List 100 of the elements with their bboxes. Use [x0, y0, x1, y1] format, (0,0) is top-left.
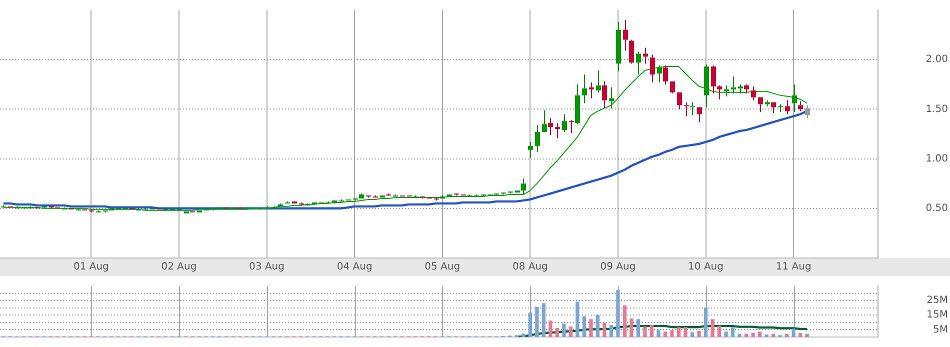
bar — [730, 327, 735, 337]
candlestick — [684, 102, 689, 117]
x-tick-label: 09 Aug — [600, 262, 636, 273]
candlestick — [42, 206, 47, 209]
candlestick — [724, 84, 729, 97]
bar — [602, 322, 606, 337]
bar — [576, 302, 580, 337]
candlestick — [785, 100, 790, 115]
candlestick — [771, 102, 776, 114]
x-tick-label: 05 Aug — [424, 262, 460, 273]
candlestick — [596, 70, 601, 93]
bar — [568, 326, 573, 337]
bar — [704, 308, 708, 337]
candlestick — [245, 206, 250, 210]
bar — [697, 330, 701, 337]
x-tick-label: 08 Aug — [512, 262, 548, 273]
bar — [792, 328, 796, 337]
bar — [522, 333, 526, 337]
candlestick — [677, 92, 682, 110]
candlestick — [501, 192, 506, 196]
candlestick — [636, 51, 641, 75]
candlestick — [616, 21, 621, 72]
candlestick — [163, 208, 168, 210]
y-tick-label: 5M — [933, 324, 948, 336]
bar — [596, 314, 600, 337]
candlestick — [569, 120, 574, 134]
bar — [622, 305, 627, 337]
candlestick — [609, 86, 614, 109]
y-tick-label: 1.00 — [926, 153, 948, 164]
candlestick — [744, 84, 749, 94]
candlestick — [278, 202, 283, 206]
y-tick-label: 2.00 — [926, 54, 948, 66]
x-tick-label: 11 Aug — [776, 262, 812, 273]
candlestick — [535, 124, 540, 152]
bar — [636, 319, 640, 337]
bar — [690, 332, 694, 337]
bar — [710, 319, 714, 337]
candlestick — [521, 178, 526, 196]
bar — [798, 333, 802, 337]
candlestick — [704, 64, 709, 108]
candlestick — [548, 118, 553, 136]
bar — [528, 312, 532, 337]
candlestick — [528, 141, 533, 158]
bar — [663, 332, 668, 337]
bar — [630, 318, 634, 337]
y-tick-label: 0.50 — [926, 202, 948, 214]
candlestick — [602, 80, 607, 109]
bar — [751, 333, 755, 337]
candlestick — [792, 84, 797, 113]
candlestick — [738, 84, 743, 94]
x-tick-label: 04 Aug — [336, 262, 372, 273]
candlestick — [555, 122, 560, 138]
candlestick — [751, 86, 756, 101]
bar — [676, 327, 681, 337]
candlestick — [731, 76, 736, 94]
candlestick — [434, 196, 439, 201]
x-tick-label: 03 Aug — [249, 262, 284, 273]
candlestick — [670, 81, 675, 94]
candlestick — [650, 54, 655, 83]
candlestick — [758, 97, 763, 113]
candlestick — [386, 193, 391, 196]
bar — [555, 328, 560, 337]
candlestick — [285, 200, 290, 204]
candlestick — [562, 114, 567, 133]
candlestick — [643, 47, 648, 64]
candlestick — [582, 74, 587, 104]
candlestick — [494, 194, 499, 196]
candlestick — [103, 210, 108, 213]
candlestick — [353, 198, 358, 201]
x-tick-label: 10 Aug — [688, 262, 724, 273]
candlestick — [663, 65, 668, 85]
candlestick — [798, 100, 803, 112]
candlestick — [717, 84, 722, 100]
candlestick — [1, 204, 6, 208]
bar — [535, 306, 539, 337]
x-tick-label: 02 Aug — [161, 262, 197, 273]
candlestick — [143, 208, 148, 210]
bar — [616, 290, 620, 337]
bar — [589, 319, 593, 337]
candlestick — [657, 65, 662, 83]
candlestick — [49, 206, 54, 209]
candlestick — [359, 193, 364, 198]
candlestick — [542, 110, 547, 132]
candlestick — [589, 82, 594, 99]
bar — [562, 324, 566, 337]
bar — [670, 330, 674, 337]
bar — [542, 303, 546, 337]
bar — [684, 327, 688, 337]
bar — [643, 326, 647, 337]
bar — [764, 334, 768, 337]
y-tick-label: 1.50 — [926, 104, 948, 115]
bar — [656, 330, 660, 337]
bar — [738, 334, 742, 337]
candlestick — [575, 84, 580, 125]
x-tick-label: 01 Aug — [73, 262, 109, 273]
candlestick — [697, 107, 702, 123]
candlestick — [508, 192, 513, 194]
bar — [650, 325, 654, 337]
y-tick-label: 15M — [926, 310, 948, 321]
bar — [717, 326, 722, 337]
